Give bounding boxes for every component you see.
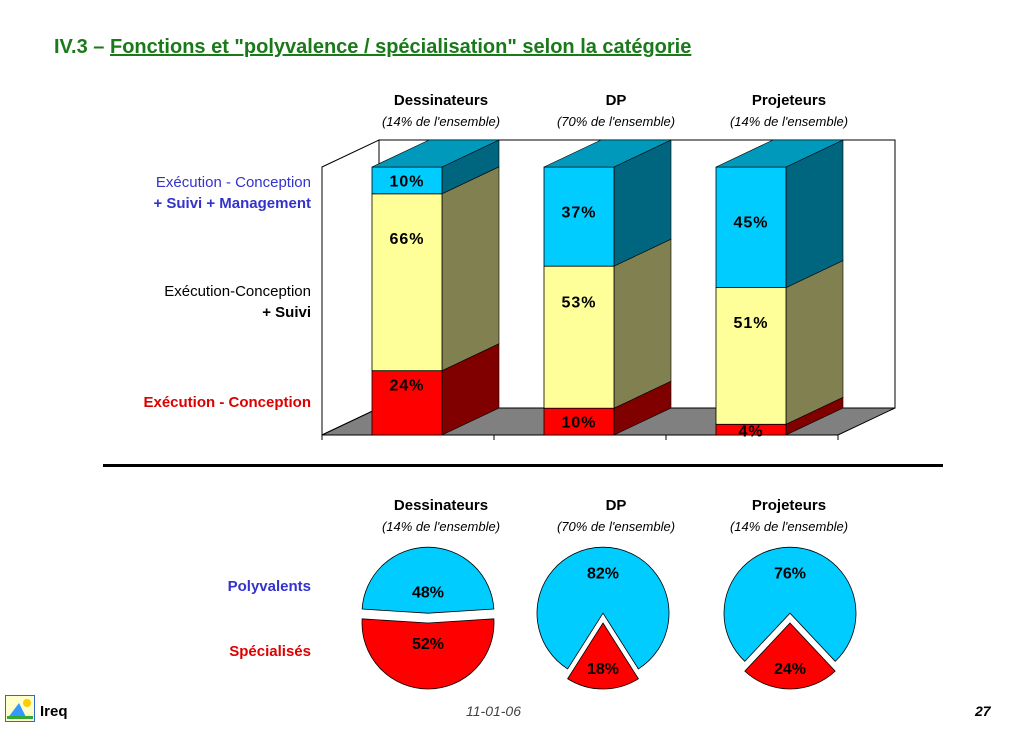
bar-suivi-dessinateurs xyxy=(371,193,443,372)
pie-label-specialises-projeteurs: 24% xyxy=(774,661,806,678)
bar-execution-dp xyxy=(543,407,615,436)
bar-cap-projeteurs xyxy=(715,139,844,168)
col-share: (14% de l'ensemble) xyxy=(729,114,849,129)
bar-suivi-projeteurs xyxy=(715,287,787,425)
col-name: Dessinateurs xyxy=(393,497,489,514)
pie-col-header-dessinateurs: Dessinateurs (14% de l'ensemble) xyxy=(356,497,526,534)
bar-label-bottom: Exécution - Conception xyxy=(143,392,311,413)
bar-label-execution-dessinateurs: 24% xyxy=(389,378,424,395)
pie-specialises-dp xyxy=(567,622,639,690)
pie-col-header-projeteurs: Projeteurs (14% de l'ensemble) xyxy=(704,497,874,534)
bar-label-management-dessinateurs: 10% xyxy=(389,173,424,190)
ireq-logo-icon xyxy=(5,695,35,722)
col-share: (70% de l'ensemble) xyxy=(556,114,676,129)
pie-specialises-projeteurs xyxy=(744,622,836,690)
bar-label-management-projeteurs: 45% xyxy=(733,214,768,231)
bar-cap-dessinateurs xyxy=(371,139,500,168)
bar-col-header-dessinateurs: Dessinateurs (14% de l'ensemble) xyxy=(356,92,526,129)
pie-label-specialises: Spécialisés xyxy=(229,643,311,660)
bar-label-top-line2: + Suivi + Management xyxy=(153,195,311,212)
col-share: (14% de l'ensemble) xyxy=(381,114,501,129)
bar-management-projeteurs xyxy=(715,166,787,288)
col-name: DP xyxy=(605,92,627,109)
footer-date: 11-01-06 xyxy=(466,703,522,719)
col-share: (70% de l'ensemble) xyxy=(556,519,676,534)
col-name: Dessinateurs xyxy=(393,92,489,109)
bar-col-header-dp: DP (70% de l'ensemble) xyxy=(531,92,701,129)
bar-suivi-dp xyxy=(543,265,615,409)
pie-specialises-dessinateurs xyxy=(361,618,495,690)
bar-label-suivi-dp: 53% xyxy=(561,295,596,312)
section-divider xyxy=(103,464,943,467)
bar-label-middle-line1: Exécution-Conception xyxy=(164,283,311,300)
pie-label-specialises-dp: 18% xyxy=(587,661,619,678)
pie-label-polyvalents-dessinateurs: 48% xyxy=(412,585,444,602)
bar-label-execution-projeteurs: 4% xyxy=(738,423,763,440)
bar-label-top-line1: Exécution - Conception xyxy=(155,174,311,191)
bar-label-suivi-projeteurs: 51% xyxy=(733,315,768,332)
pie-label-polyvalents-dp: 82% xyxy=(587,565,619,582)
col-name: Projeteurs xyxy=(751,497,827,514)
bar-side-wall xyxy=(321,139,380,436)
pie-polyvalents-projeteurs xyxy=(723,546,857,662)
bar-execution-dessinateurs xyxy=(371,370,443,436)
footer-page-number: 27 xyxy=(975,703,991,719)
bar-label-execution-dp: 10% xyxy=(561,415,596,432)
bar-label-bottom-line1: Exécution - Conception xyxy=(143,394,311,411)
title-prefix: IV.3 – xyxy=(54,36,110,58)
bar-management-dp xyxy=(543,166,615,267)
bar-side-suivi-dp xyxy=(613,238,672,409)
bar-label-suivi-dessinateurs: 66% xyxy=(389,231,424,248)
bar-label-middle: Exécution-Conception + Suivi xyxy=(164,281,311,323)
col-share: (14% de l'ensemble) xyxy=(381,519,501,534)
bar-management-dessinateurs xyxy=(371,166,443,195)
pie-label-specialises-dessinateurs: 52% xyxy=(412,636,444,653)
col-name: Projeteurs xyxy=(751,92,827,109)
col-share: (14% de l'ensemble) xyxy=(729,519,849,534)
bar-label-top: Exécution - Conception + Suivi + Managem… xyxy=(153,172,311,214)
footer-brand: Ireq xyxy=(40,703,68,720)
pie-label-polyvalents-projeteurs: 76% xyxy=(774,565,806,582)
pie-label-polyvalents: Polyvalents xyxy=(227,578,311,595)
bar-side-suivi-dessinateurs xyxy=(441,166,500,372)
bar-col-header-projeteurs: Projeteurs (14% de l'ensemble) xyxy=(704,92,874,129)
bar-cap-dp xyxy=(543,139,672,168)
bar-side-suivi-projeteurs xyxy=(785,260,844,425)
pie-polyvalents-dp xyxy=(536,546,670,670)
col-name: DP xyxy=(605,497,627,514)
page-title: IV.3 – Fonctions et "polyvalence / spéci… xyxy=(54,36,691,59)
pie-polyvalents-dessinateurs xyxy=(361,546,495,614)
title-main: Fonctions et "polyvalence / spécialisati… xyxy=(109,36,692,58)
bar-label-middle-line2: + Suivi xyxy=(262,304,311,321)
pie-col-header-dp: DP (70% de l'ensemble) xyxy=(531,497,701,534)
bar-label-management-dp: 37% xyxy=(561,205,596,222)
